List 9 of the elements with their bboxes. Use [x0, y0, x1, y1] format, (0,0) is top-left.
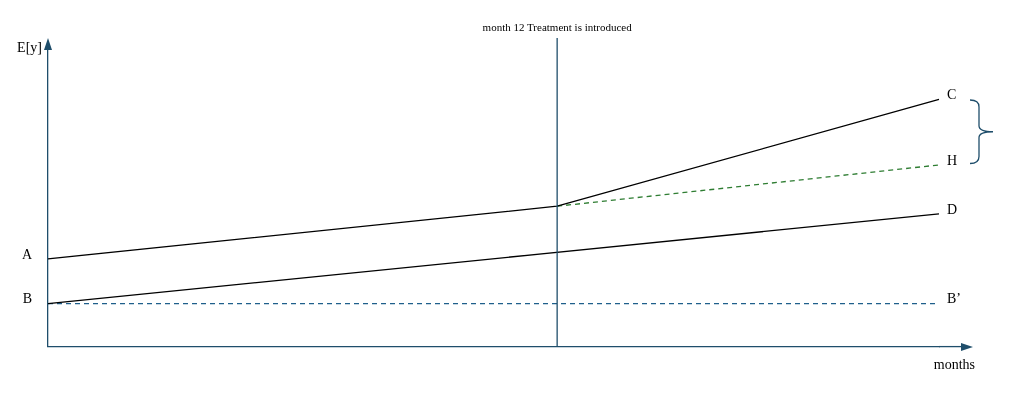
text: B	[22, 291, 32, 307]
x-axis-title: months	[933, 357, 975, 373]
y-axis-title: E[y]	[17, 39, 42, 55]
text: month 12 Treatment is introduced	[482, 21, 633, 34]
text: A	[21, 246, 33, 262]
text: H	[947, 152, 958, 168]
text: C	[947, 87, 957, 103]
text: B’	[947, 291, 961, 307]
text: D	[947, 201, 958, 217]
